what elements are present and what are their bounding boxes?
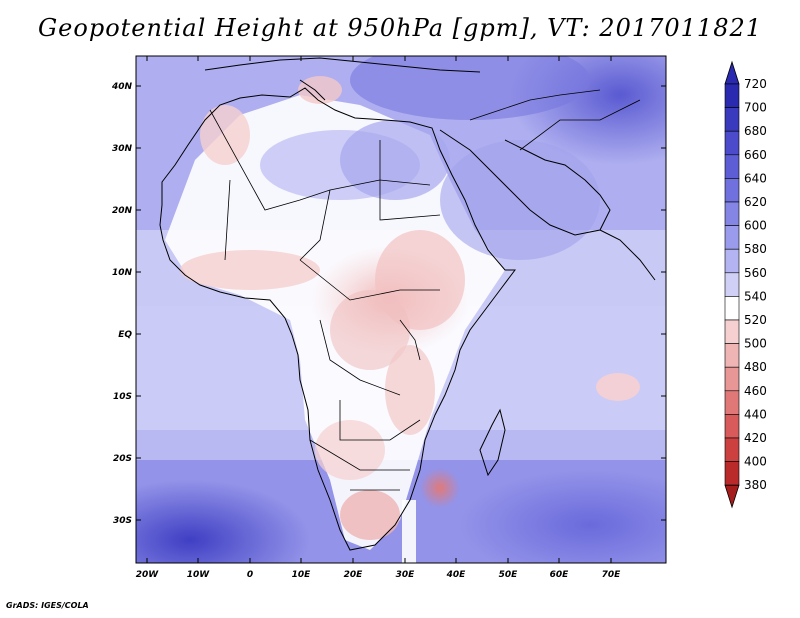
colorbar-swatch [724,107,740,132]
colorbar-swatch [724,225,740,250]
colorbar-label: 420 [744,431,767,445]
colorbar-swatch [724,272,740,297]
colorbar-label: 700 [744,101,767,115]
lon-label: 10W [187,570,211,580]
country-borders [209,89,641,491]
plot-frame [135,55,667,564]
lon-label: 40E [446,570,467,580]
lat-label: 10N [112,268,133,278]
lat-label: 30N [112,144,133,154]
colorbar-label: 400 [744,455,767,469]
lon-label: 70E [602,570,622,580]
colorbar-swatch [724,390,740,415]
lat-label: 20S [113,454,132,464]
lat-label: 30S [113,516,132,526]
colorbar-label: 620 [744,195,767,209]
colorbar-label: 380 [744,478,767,492]
colorbar-swatch [724,154,740,179]
colorbar-swatch [724,343,740,368]
colorbar-swatch [724,296,740,321]
colorbar-max-arrow [724,60,740,85]
colorbar-label: 600 [744,219,767,233]
colorbar-swatch [724,83,740,108]
lat-label: 10S [113,392,132,402]
colorbar-label: 540 [744,289,767,303]
lon-label: 30E [396,570,416,580]
lon-label: 10E [292,570,312,580]
colorbar-swatch [724,130,740,156]
lat-label: 20N [112,206,133,216]
colorbar-label: 500 [744,337,767,351]
colorbar-label: 660 [744,148,767,162]
colorbar-label: 720 [744,77,767,91]
colorbar-swatch [724,414,740,439]
colorbar-swatch [724,201,740,226]
colorbar-label: 440 [744,407,767,421]
lon-label: 50E [499,570,519,580]
colorbar-label: 460 [744,384,767,398]
colorbar-label: 580 [744,242,767,256]
lon-label: 0 [247,570,253,580]
lat-label: EQ [118,330,132,340]
colorbar-label: 480 [744,360,767,374]
colorbar-swatch [724,248,740,274]
colorbar-swatch [724,366,740,392]
colorbar-label: 640 [744,171,767,185]
colorbar-min-arrow [724,484,740,509]
colorbar-swatch [724,461,740,486]
colorbar-swatch [724,319,740,344]
lon-label: 60E [550,570,570,580]
grads-credit: GrADS: IGES/COLA [6,601,89,610]
latitude-axis: 40N 30N 20N 10N EQ 10S 20S 30S [111,82,666,526]
colorbar-label: 520 [744,313,767,327]
map-title: Geopotential Height at 950hPa [gpm], VT:… [38,14,762,42]
colorbar-swatch [724,178,740,203]
lon-label: 20E [344,570,364,580]
colorbar: 720 700 680 660 640 620 600 580 560 540 520 500 480 4… [724,60,767,509]
colorbar-label: 560 [744,266,767,280]
longitude-axis: 20W 10W 0 10E 20E 30E 40E 50E 60E 70E [136,56,621,580]
lat-label: 40N [111,82,133,92]
coastlines [159,57,656,551]
colorbar-label: 680 [744,124,767,138]
colorbar-swatch [724,437,740,462]
lon-label: 20W [136,570,160,580]
height-field [136,56,666,563]
